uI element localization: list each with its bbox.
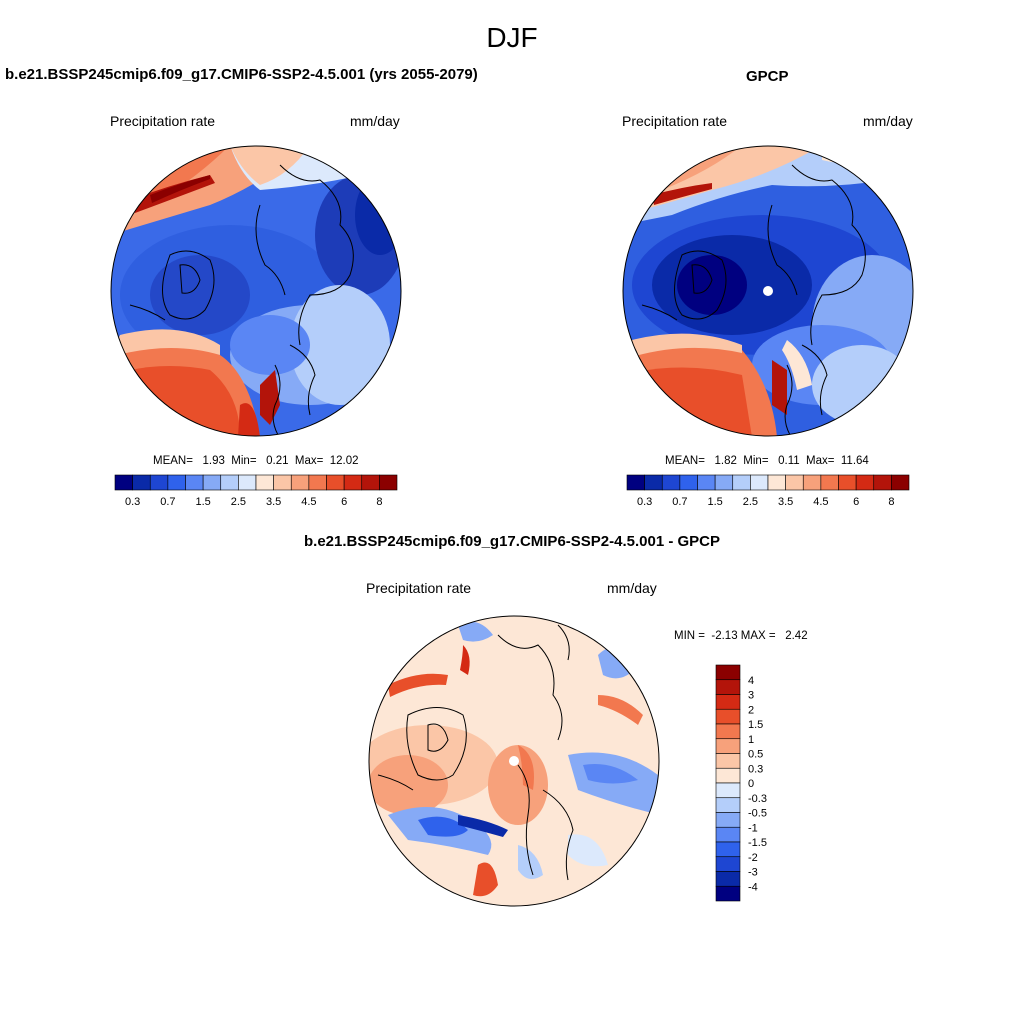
diff-variable-label: Precipitation rate [366, 580, 472, 596]
obs-colorbar-swatch [785, 474, 804, 491]
diff-colorbar-tick: 1 [748, 734, 754, 746]
diff-colorbar-tick: -2 [748, 852, 758, 864]
obs-polar-map [622, 145, 914, 437]
diff-units-label: mm/day [607, 580, 657, 596]
diff-colorbar-tick: -1 [748, 822, 758, 834]
model-panel-title: b.e21.BSSP245cmip6.f09_g17.CMIP6-SSP2-4.… [5, 66, 478, 83]
obs-panel-title: GPCP [746, 68, 789, 85]
model-colorbar-swatch [220, 474, 239, 491]
diff-colorbar-tick: 0.5 [748, 749, 763, 761]
model-colorbar-swatch [343, 474, 363, 491]
obs-colorbar-swatch [855, 474, 875, 491]
obs-colorbar-swatch [891, 474, 910, 491]
obs-colorbar-swatch [802, 474, 822, 491]
diff-colorbar-tick: 0.3 [748, 763, 763, 775]
obs-colorbar-swatch [873, 474, 892, 491]
model-colorbar-swatch [149, 474, 169, 491]
model-colorbar-swatch [185, 474, 204, 491]
model-colorbar-swatch [361, 474, 380, 491]
obs-colorbar-tick: 3.5 [778, 496, 793, 508]
diff-colorbar-swatch [715, 753, 741, 769]
obs-colorbar-swatch [714, 474, 734, 491]
obs-colorbar-tick: 6 [853, 496, 859, 508]
obs-colorbar-tick: 1.5 [707, 496, 722, 508]
diff-colorbar-tick: -0.3 [748, 793, 767, 805]
diff-colorbar-tick: -4 [748, 881, 758, 893]
obs-colorbar-swatch [767, 474, 786, 491]
diff-colorbar-swatch [715, 679, 741, 695]
model-colorbar-swatch [290, 474, 310, 491]
diff-colorbar-swatch [715, 871, 741, 887]
diff-colorbar-tick: -0.5 [748, 808, 767, 820]
model-colorbar-swatch [114, 474, 133, 491]
diff-colorbar-swatch [715, 738, 741, 754]
model-colorbar-swatch [379, 474, 398, 491]
diff-colorbar-swatch [715, 841, 741, 858]
diff-colorbar-swatch [715, 826, 741, 843]
diff-colorbar-tick: 0 [748, 778, 754, 790]
obs-colorbar-tick: 0.7 [672, 496, 687, 508]
obs-colorbar-swatch [626, 474, 645, 491]
obs-colorbar-swatch [697, 474, 716, 491]
model-variable-label: Precipitation rate [110, 113, 216, 129]
obs-variable-label: Precipitation rate [622, 113, 728, 129]
model-colorbar-tick: 0.3 [125, 496, 140, 508]
diff-colorbar-tick: -3 [748, 867, 758, 879]
obs-colorbar-swatch [644, 474, 663, 491]
model-colorbar-tick: 0.7 [160, 496, 175, 508]
model-colorbar-tick: 6 [341, 496, 347, 508]
model-colorbar-swatch [308, 474, 327, 491]
diff-colorbar-swatch [715, 856, 741, 872]
obs-colorbar-swatch [750, 474, 769, 491]
model-colorbar-tick: 3.5 [266, 496, 281, 508]
diff-colorbar-swatch [715, 694, 741, 710]
model-colorbar-swatch [273, 474, 292, 491]
obs-colorbar: 0.3 0.7 1.5 2.5 3.5 4.5 6 8 [626, 474, 910, 508]
model-polar-map [110, 145, 402, 437]
diff-colorbar-tick: -1.5 [748, 837, 767, 849]
diff-colorbar-tick: 2 [748, 704, 754, 716]
diff-colorbar-tick: 1.5 [748, 719, 763, 731]
obs-colorbar-swatch [820, 474, 839, 491]
diff-colorbar-tick: 4 [748, 675, 754, 687]
model-colorbar-swatch [132, 474, 151, 491]
diff-colorbar: 4 3 2 1.5 1 0.5 0.3 0 -0.3 -0.5 -1 -1.5 -2 -3 -4 [715, 664, 767, 902]
diff-colorbar-swatch [715, 708, 741, 725]
diff-panel-title: b.e21.BSSP245cmip6.f09_g17.CMIP6-SSP2-4.… [303, 533, 721, 550]
figure-title: DJF [486, 22, 538, 53]
model-colorbar-swatch [326, 474, 345, 491]
diff-colorbar-swatch [715, 782, 741, 799]
diff-colorbar-swatch [715, 767, 741, 784]
diff-colorbar-tick: 3 [748, 690, 754, 702]
obs-colorbar-tick: 2.5 [743, 496, 758, 508]
model-colorbar-swatch [202, 474, 222, 491]
model-units-label: mm/day [350, 113, 400, 129]
model-colorbar-swatch [255, 474, 274, 491]
diff-colorbar-swatch [715, 812, 741, 828]
obs-colorbar-tick: 8 [888, 496, 894, 508]
model-colorbar-tick: 1.5 [195, 496, 210, 508]
obs-colorbar-swatch [679, 474, 698, 491]
model-stats: MEAN= 1.93 Min= 0.21 Max= 12.02 [153, 455, 359, 467]
obs-colorbar-tick: 0.3 [637, 496, 652, 508]
obs-colorbar-swatch [661, 474, 681, 491]
obs-stats: MEAN= 1.82 Min= 0.11 Max= 11.64 [665, 455, 869, 467]
obs-colorbar-swatch [732, 474, 751, 491]
model-colorbar: 0.3 0.7 1.5 2.5 3.5 4.5 6 8 [114, 474, 398, 508]
diff-colorbar-swatch [715, 664, 741, 681]
diff-colorbar-swatch [715, 723, 741, 740]
diff-polar-map [368, 615, 660, 907]
diff-colorbar-swatch [715, 797, 741, 813]
diff-stats: MIN = -2.13 MAX = 2.42 [674, 630, 808, 642]
model-colorbar-tick: 8 [376, 496, 382, 508]
model-colorbar-swatch [167, 474, 186, 491]
diff-colorbar-swatch [715, 885, 741, 902]
obs-colorbar-swatch [838, 474, 857, 491]
model-colorbar-swatch [238, 474, 257, 491]
obs-colorbar-tick: 4.5 [813, 496, 828, 508]
model-colorbar-tick: 2.5 [231, 496, 246, 508]
model-colorbar-tick: 4.5 [301, 496, 316, 508]
obs-units-label: mm/day [863, 113, 913, 129]
